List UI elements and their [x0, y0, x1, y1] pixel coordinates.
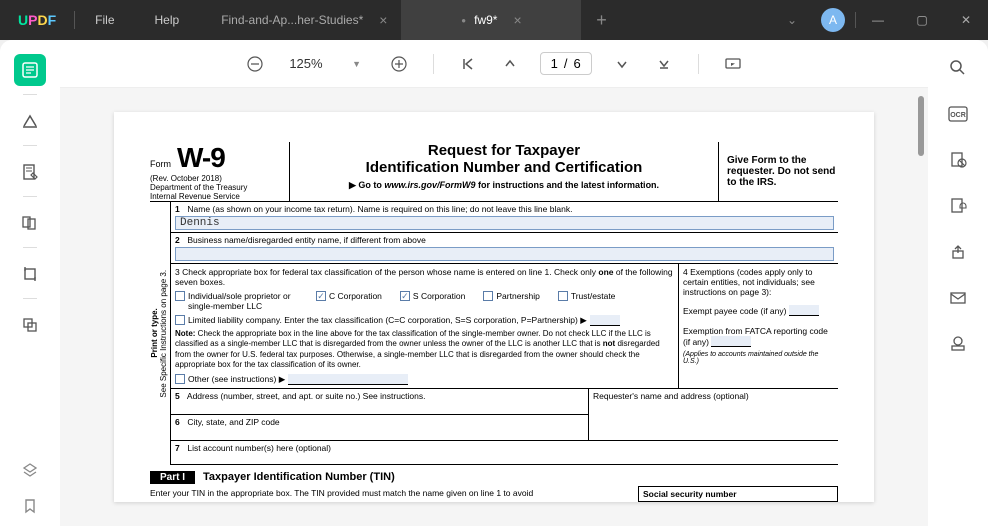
separator — [23, 145, 37, 146]
line7: 7 List account number(s) here (optional) — [171, 441, 838, 465]
new-tab-button[interactable]: + — [581, 0, 621, 40]
line1: 1 Name (as shown on your income tax retu… — [171, 202, 838, 233]
form-label: Form — [150, 159, 171, 169]
scrollbar[interactable] — [918, 96, 924, 156]
page-indicator[interactable]: 1 / 6 — [540, 52, 592, 75]
checkbox-ccorp[interactable]: ✓ — [316, 291, 326, 301]
workspace: 125% ▼ 1 / 6 Form — [0, 40, 988, 526]
tab-title: Find-and-Ap...her-Studies* — [221, 13, 363, 27]
crop-tool[interactable] — [14, 258, 46, 290]
redact-icon[interactable] — [946, 148, 970, 172]
close-icon[interactable]: × — [513, 12, 521, 28]
page-total: 6 — [573, 56, 580, 71]
main-area: 125% ▼ 1 / 6 Form — [60, 40, 928, 526]
organize-tool[interactable] — [14, 207, 46, 239]
checkbox-scorp[interactable]: ✓ — [400, 291, 410, 301]
reader-tool[interactable] — [14, 54, 46, 86]
form-title2: Identification Number and Certification — [298, 159, 710, 176]
email-icon[interactable] — [946, 286, 970, 310]
titlebar: UPDF File Help Find-and-Ap...her-Studies… — [0, 0, 988, 40]
separator — [23, 196, 37, 197]
modified-icon: ● — [461, 16, 466, 25]
tab-strip: Find-and-Ap...her-Studies* × ● fw9* × + — [207, 0, 773, 40]
tab-active[interactable]: ● fw9* × — [401, 0, 581, 40]
tab-title: fw9* — [474, 13, 497, 27]
search-icon[interactable] — [946, 56, 970, 80]
sidebar-right: OCR — [928, 40, 988, 526]
bookmark-tool[interactable] — [14, 490, 46, 522]
close-icon[interactable]: × — [379, 12, 387, 28]
tin-text: Enter your TIN in the appropriate box. T… — [150, 486, 638, 502]
separator — [433, 54, 434, 74]
part1-label: Part I — [150, 471, 195, 484]
form-dept2: Internal Revenue Service — [150, 192, 283, 201]
menu-file[interactable]: File — [75, 13, 134, 27]
page-current: 1 — [551, 56, 558, 71]
form-give: Give Form to the requester. Do not send … — [718, 142, 838, 201]
protect-icon[interactable] — [946, 194, 970, 218]
prev-page-button[interactable] — [498, 52, 522, 76]
side-instructions: Print or type. See Specific Instructions… — [150, 202, 170, 465]
toolbar: 125% ▼ 1 / 6 — [60, 40, 928, 88]
checkbox-individual[interactable] — [175, 291, 185, 301]
edit-tool[interactable] — [14, 156, 46, 188]
document-canvas[interactable]: Form W-9 (Rev. October 2018) Department … — [60, 88, 928, 526]
checkbox-partnership[interactable] — [483, 291, 493, 301]
other-input[interactable] — [288, 374, 408, 385]
close-button[interactable]: ✕ — [944, 0, 988, 40]
first-page-button[interactable] — [456, 52, 480, 76]
chevron-down-icon[interactable]: ⌄ — [773, 13, 811, 27]
comment-tool[interactable] — [14, 105, 46, 137]
line6: 6 City, state, and ZIP code — [171, 415, 588, 441]
save-icon[interactable] — [946, 332, 970, 356]
part1-title: Taxpayer Identification Number (TIN) — [203, 471, 395, 483]
avatar[interactable]: A — [821, 8, 845, 32]
exempt-payee-input[interactable] — [789, 305, 819, 316]
llc-class-input[interactable] — [590, 315, 620, 326]
presentation-button[interactable] — [721, 52, 745, 76]
form-tool[interactable] — [14, 309, 46, 341]
next-page-button[interactable] — [610, 52, 634, 76]
separator — [23, 298, 37, 299]
checkbox-trust[interactable] — [558, 291, 568, 301]
form-revision: (Rev. October 2018) — [150, 174, 283, 183]
llc-note: Note: Check the appropriate box in the l… — [175, 329, 674, 371]
form-number: W-9 — [177, 142, 225, 174]
app-logo: UPDF — [0, 12, 74, 28]
sidebar-left — [0, 40, 60, 526]
window-controls: ⌄ A — ▢ ✕ — [773, 0, 988, 40]
ssn-label: Social security number — [638, 486, 838, 502]
svg-text:OCR: OCR — [950, 112, 966, 119]
business-input[interactable] — [175, 247, 834, 261]
minimize-button[interactable]: — — [856, 0, 900, 40]
line5: 5 Address (number, street, and apt. or s… — [171, 389, 588, 415]
pdf-page: Form W-9 (Rev. October 2018) Department … — [114, 112, 874, 502]
zoom-out-button[interactable] — [243, 52, 267, 76]
zoom-dropdown[interactable]: ▼ — [345, 52, 369, 76]
last-page-button[interactable] — [652, 52, 676, 76]
requester-box: Requester's name and address (optional) — [588, 389, 838, 441]
zoom-value: 125% — [285, 56, 326, 71]
maximize-button[interactable]: ▢ — [900, 0, 944, 40]
name-input[interactable]: Dennis — [175, 216, 834, 230]
separator — [23, 94, 37, 95]
ocr-icon[interactable]: OCR — [946, 102, 970, 126]
fatca-input[interactable] — [711, 336, 751, 347]
line2: 2 Business name/disregarded entity name,… — [171, 233, 838, 264]
layers-tool[interactable] — [14, 454, 46, 486]
checkbox-other[interactable] — [175, 374, 185, 384]
menu-help[interactable]: Help — [135, 13, 200, 27]
form-goto: ▶ Go to www.irs.gov/FormW9 for instructi… — [298, 180, 710, 191]
form-title1: Request for Taxpayer — [298, 142, 710, 159]
separator — [698, 54, 699, 74]
form-dept1: Department of the Treasury — [150, 183, 283, 192]
separator — [23, 247, 37, 248]
share-icon[interactable] — [946, 240, 970, 264]
tab-inactive[interactable]: Find-and-Ap...her-Studies* × — [207, 0, 401, 40]
checkbox-llc[interactable] — [175, 315, 185, 325]
zoom-in-button[interactable] — [387, 52, 411, 76]
fatca-footnote: (Applies to accounts maintained outside … — [683, 351, 834, 365]
